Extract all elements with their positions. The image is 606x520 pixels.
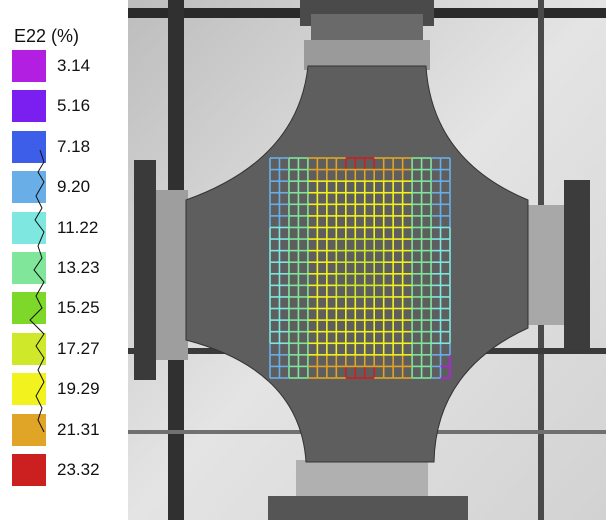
legend-swatch [12, 413, 46, 446]
color-legend: E22 (%) 3.14 5.16 7.18 9.20 11.22 13.23 15.25 1… [0, 0, 128, 520]
legend-swatch [12, 252, 46, 284]
legend-label: 15.25 [57, 298, 100, 318]
cruciform-specimen [185, 65, 529, 463]
left-grip-clamp [152, 190, 188, 360]
legend-swatch [12, 130, 46, 163]
legend-trace-line [29, 149, 45, 433]
legend-label: 21.31 [57, 419, 100, 439]
legend-label: 11.22 [57, 217, 99, 237]
right-grip-clamp [528, 205, 568, 325]
legend-label: 19.29 [57, 379, 100, 399]
legend-swatch [12, 50, 46, 82]
left-grip-plate [134, 160, 156, 380]
legend-swatch [12, 332, 46, 365]
legend-label: 5.16 [57, 96, 91, 116]
bottom-grip-clamp [296, 460, 428, 500]
right-grip-plate [564, 180, 590, 350]
legend-label: 13.23 [57, 258, 100, 277]
legend-label: 9.20 [57, 177, 91, 197]
top-grip-clamp [304, 40, 430, 70]
legend-title: E22 (%) [14, 26, 80, 46]
specimen-photo [128, 0, 606, 520]
legend-label: 17.27 [57, 338, 100, 358]
legend-swatch [12, 292, 46, 325]
bottom-grip-base [268, 496, 468, 520]
legend-label: 23.32 [57, 460, 100, 479]
strain-grid-overlay [269, 157, 451, 379]
legend-swatch [12, 454, 46, 486]
legend-swatch [12, 90, 46, 123]
legend-label: 3.14 [57, 56, 91, 75]
legend-label: 7.18 [57, 136, 91, 156]
